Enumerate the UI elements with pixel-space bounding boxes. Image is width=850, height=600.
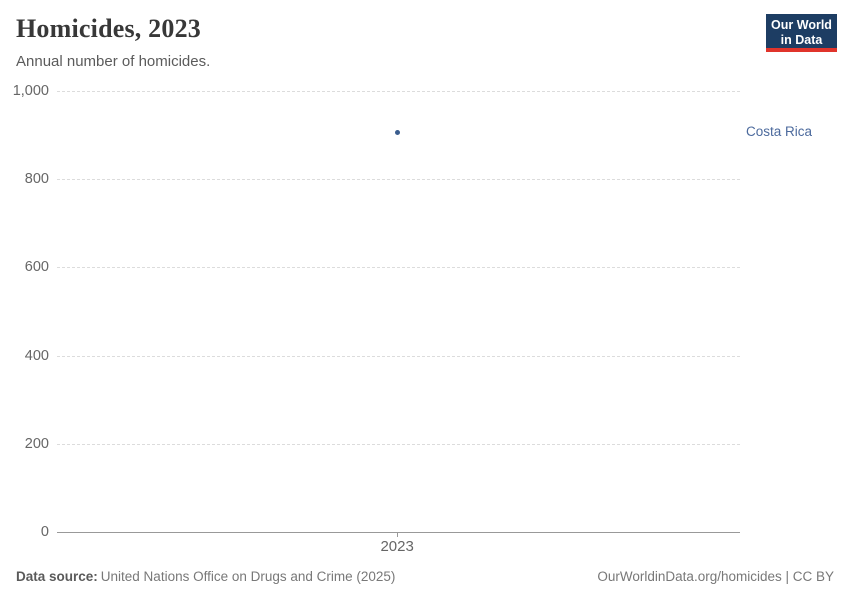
y-tick-label: 0	[40, 524, 49, 540]
data-source-text: United Nations Office on Drugs and Crime…	[100, 569, 396, 584]
x-tick-label: 2023	[380, 538, 414, 555]
y-tick-label: 200	[24, 435, 49, 452]
x-tick-mark	[397, 532, 399, 537]
data-source-label: Data source:	[16, 569, 98, 584]
gridline	[57, 443, 740, 445]
chart-footer: Data source: United Nations Office on Dru…	[16, 569, 834, 584]
page-title: Homicides, 2023	[16, 14, 201, 43]
gridline	[57, 91, 740, 92]
gridline	[57, 355, 740, 357]
chart-header: Homicides, 2023 Annual number of homicid…	[16, 14, 210, 70]
chart-subtitle: Annual number of homicides.	[16, 53, 211, 70]
data-source: Data source: United Nations Office on Dru…	[16, 569, 395, 584]
x-axis-line	[57, 532, 740, 533]
owid-logo-line2: in Data	[780, 33, 823, 47]
plot-area: 0 200 400 600 800 1,000 2023 Costa Rica	[13, 83, 812, 555]
y-tick-label: 400	[24, 347, 49, 364]
owid-logo: Our World in Data	[766, 14, 837, 52]
y-tick-label: 600	[24, 259, 49, 276]
y-tick-label: 1,000	[12, 83, 49, 99]
footer-link[interactable]: OurWorldinData.org/homicides | CC BY	[597, 569, 834, 584]
y-tick-label: 800	[24, 171, 49, 188]
gridline	[57, 267, 740, 269]
data-point-costa-rica[interactable]	[394, 130, 400, 136]
entity-label[interactable]: Costa Rica	[746, 123, 813, 139]
owid-logo-line1: Our World	[771, 18, 832, 32]
gridline	[57, 179, 740, 181]
